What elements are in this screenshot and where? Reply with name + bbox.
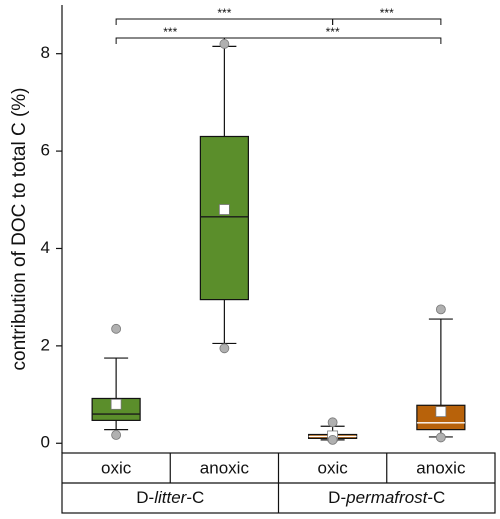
mean bbox=[435, 406, 447, 418]
group-label-part: -C bbox=[427, 488, 445, 507]
significance-label: *** bbox=[217, 6, 231, 20]
significance-label: *** bbox=[163, 25, 177, 39]
outlier bbox=[219, 343, 230, 354]
group-label-part: permafrost bbox=[345, 488, 429, 507]
outlier bbox=[435, 304, 446, 315]
outlier bbox=[219, 39, 230, 49]
group-label-part: D- bbox=[136, 488, 154, 507]
category-label: anoxic bbox=[416, 458, 466, 477]
significance-label: *** bbox=[326, 25, 340, 39]
group-label: D-litter-C bbox=[136, 488, 204, 507]
category-label: oxic bbox=[318, 458, 349, 477]
y-tick-label: 6 bbox=[41, 141, 50, 160]
y-tick-label: 8 bbox=[41, 43, 50, 62]
y-tick-label: 2 bbox=[41, 335, 50, 354]
y-tick-label: 0 bbox=[41, 433, 50, 452]
significance-bracket bbox=[332, 18, 442, 25]
y-axis-label: contribution of DOC to total C (%) bbox=[9, 88, 30, 371]
group-label-part: D- bbox=[328, 488, 346, 507]
box bbox=[199, 135, 249, 301]
group-label: D-permafrost-C bbox=[328, 488, 445, 507]
mean bbox=[110, 398, 122, 410]
significance-label: *** bbox=[380, 6, 394, 20]
y-tick-label: 4 bbox=[41, 238, 50, 257]
outlier bbox=[327, 434, 338, 445]
category-label: oxic bbox=[101, 458, 132, 477]
outlier bbox=[111, 323, 122, 334]
outlier bbox=[435, 432, 446, 443]
group-label-part: -C bbox=[186, 488, 204, 507]
category-label: anoxic bbox=[200, 458, 250, 477]
outlier bbox=[111, 430, 122, 440]
mean bbox=[218, 204, 230, 215]
group-label-part: litter bbox=[154, 488, 187, 507]
outlier bbox=[327, 417, 338, 428]
